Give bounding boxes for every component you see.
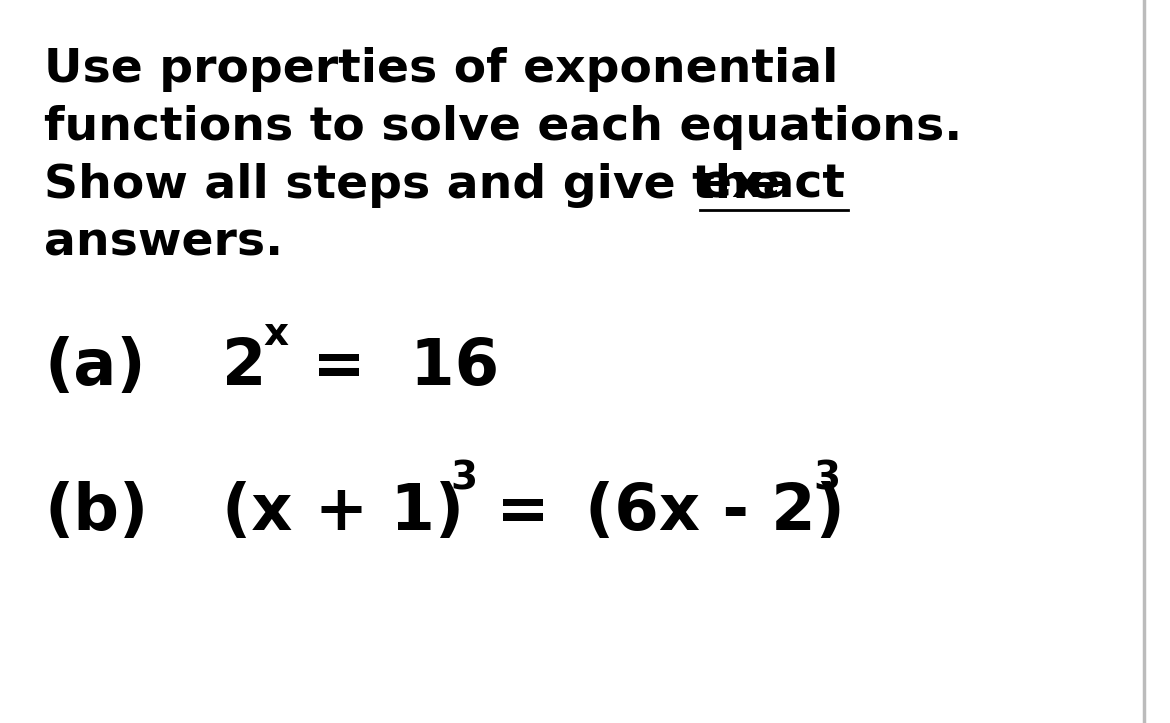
Text: (x + 1): (x + 1) [222,481,464,543]
Text: =: = [474,481,550,543]
Text: 3: 3 [813,459,840,497]
Text: Show all steps and give the: Show all steps and give the [44,163,798,208]
Text: 3: 3 [450,459,477,497]
Text: (6x - 2): (6x - 2) [585,481,845,543]
Text: =  16: = 16 [290,336,500,398]
Text: (a): (a) [44,336,146,398]
Text: Use properties of exponential: Use properties of exponential [44,47,839,92]
Text: (b): (b) [44,481,149,543]
Text: 2: 2 [222,336,267,398]
Text: exact: exact [700,163,845,208]
Text: functions to solve each equations.: functions to solve each equations. [44,105,963,150]
Text: answers.: answers. [44,221,283,265]
Text: x: x [263,315,288,353]
